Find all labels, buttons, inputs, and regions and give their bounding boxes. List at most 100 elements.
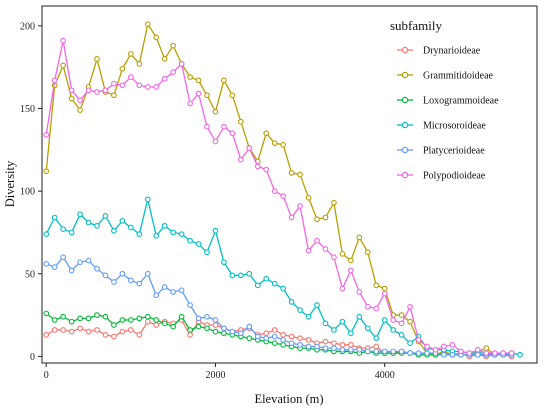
data-point-polypodioideae <box>288 214 295 221</box>
data-point-polypodioideae <box>424 343 430 350</box>
data-point-polypodioideae <box>229 130 236 137</box>
data-point-microsoroideae <box>144 196 151 203</box>
data-point-microsoroideae <box>339 318 346 325</box>
data-point-platycerioideae <box>415 350 422 356</box>
data-point-microsoroideae <box>271 280 278 287</box>
data-point-polypodioideae <box>144 84 151 90</box>
data-point-platycerioideae <box>381 348 388 355</box>
data-point-microsoroideae <box>212 227 219 234</box>
data-point-drynarioideae <box>68 328 75 335</box>
data-point-polypodioideae <box>500 350 507 356</box>
data-point-grammitidoideae <box>229 92 236 99</box>
data-point-polypodioideae <box>415 337 422 343</box>
data-point-platycerioideae <box>153 292 160 299</box>
data-point-loxogrammoideae <box>178 313 185 320</box>
data-point-grammitidoideae <box>339 251 346 257</box>
data-point-microsoroideae <box>60 226 67 232</box>
data-point-microsoroideae <box>102 213 109 219</box>
legend-key-marker <box>401 146 409 154</box>
data-point-polypodioideae <box>508 350 515 356</box>
axes: 0 2000 4000 0 50 100 150 200 <box>20 21 395 381</box>
data-point-drynarioideae <box>127 327 134 333</box>
data-point-microsoroideae <box>178 231 185 237</box>
data-point-platycerioideae <box>271 333 278 340</box>
data-point-loxogrammoideae <box>94 312 100 318</box>
data-point-platycerioideae <box>111 279 117 285</box>
data-point-platycerioideae <box>305 343 312 350</box>
data-point-grammitidoideae <box>170 42 177 49</box>
data-point-polypodioideae <box>449 341 456 348</box>
data-point-grammitidoideae <box>297 171 303 178</box>
data-point-polypodioideae <box>432 346 439 353</box>
data-point-grammitidoideae <box>331 199 337 206</box>
legend-item-loxogrammoideae: Loxogrammoideae <box>397 96 499 107</box>
data-point-drynarioideae <box>153 322 160 328</box>
data-point-microsoroideae <box>94 222 100 229</box>
data-point-grammitidoideae <box>237 118 244 125</box>
data-point-platycerioideae <box>221 325 227 332</box>
data-point-microsoroideae <box>288 298 295 305</box>
data-point-grammitidoideae <box>195 77 202 84</box>
data-point-drynarioideae <box>119 328 126 335</box>
data-point-microsoroideae <box>373 335 380 342</box>
data-point-platycerioideae <box>237 330 244 337</box>
data-point-polypodioideae <box>43 132 50 138</box>
data-point-polypodioideae <box>161 75 168 82</box>
data-point-grammitidoideae <box>356 234 363 241</box>
data-point-drynarioideae <box>280 332 287 338</box>
data-point-microsoroideae <box>390 327 397 333</box>
data-point-grammitidoideae <box>161 56 168 62</box>
data-point-drynarioideae <box>331 340 337 347</box>
data-point-microsoroideae <box>51 214 58 221</box>
data-point-platycerioideae <box>170 289 177 295</box>
data-point-drynarioideae <box>144 318 151 325</box>
legend-key-marker <box>401 71 409 79</box>
data-point-polypodioideae <box>407 303 413 310</box>
data-point-platycerioideae <box>441 351 447 358</box>
data-point-drynarioideae <box>51 327 58 333</box>
data-point-grammitidoideae <box>381 285 388 292</box>
data-point-grammitidoideae <box>314 216 320 223</box>
data-point-polypodioideae <box>483 350 490 356</box>
data-point-polypodioideae <box>280 193 287 199</box>
legend-key-marker <box>401 46 409 54</box>
legend-key-marker <box>401 121 409 129</box>
data-point-drynarioideae <box>297 335 303 342</box>
data-point-drynarioideae <box>347 341 354 348</box>
data-point-polypodioideae <box>373 305 380 312</box>
data-point-grammitidoideae <box>263 130 270 137</box>
data-point-loxogrammoideae <box>153 317 160 323</box>
data-point-platycerioideae <box>398 348 405 355</box>
legend-item-grammitidoideae: Grammitidoideae <box>397 71 494 82</box>
data-point-polypodioideae <box>246 145 253 151</box>
data-point-platycerioideae <box>288 340 295 347</box>
data-point-drynarioideae <box>85 328 92 335</box>
data-point-polypodioideae <box>237 156 244 163</box>
legend-item-drynarioideae: Drynarioideae <box>397 46 481 57</box>
data-point-polypodioideae <box>390 317 397 323</box>
y-tick-label: 50 <box>25 269 35 280</box>
data-point-grammitidoideae <box>111 92 117 99</box>
data-point-loxogrammoideae <box>136 315 143 322</box>
data-point-loxogrammoideae <box>77 315 83 322</box>
data-point-polypodioideae <box>204 123 210 130</box>
data-point-microsoroideae <box>111 227 117 234</box>
data-point-microsoroideae <box>364 325 371 332</box>
data-point-grammitidoideae <box>204 92 210 99</box>
data-point-platycerioideae <box>280 337 287 343</box>
legend-item-platycerioideae: Platycerioideae <box>397 146 485 157</box>
data-point-platycerioideae <box>263 335 270 342</box>
data-point-platycerioideae <box>77 259 83 266</box>
data-point-drynarioideae <box>136 332 143 338</box>
data-point-microsoroideae <box>297 307 303 313</box>
data-point-microsoroideae <box>127 224 134 231</box>
data-point-polypodioideae <box>212 138 219 145</box>
data-point-platycerioideae <box>60 254 67 261</box>
x-tick-label: 4000 <box>375 370 395 381</box>
series-polypodioideae <box>43 37 515 356</box>
series-line-microsoroideae <box>45 199 521 356</box>
data-point-platycerioideae <box>229 328 236 335</box>
data-point-microsoroideae <box>517 351 523 358</box>
data-point-loxogrammoideae <box>43 310 50 317</box>
data-point-microsoroideae <box>381 317 388 323</box>
